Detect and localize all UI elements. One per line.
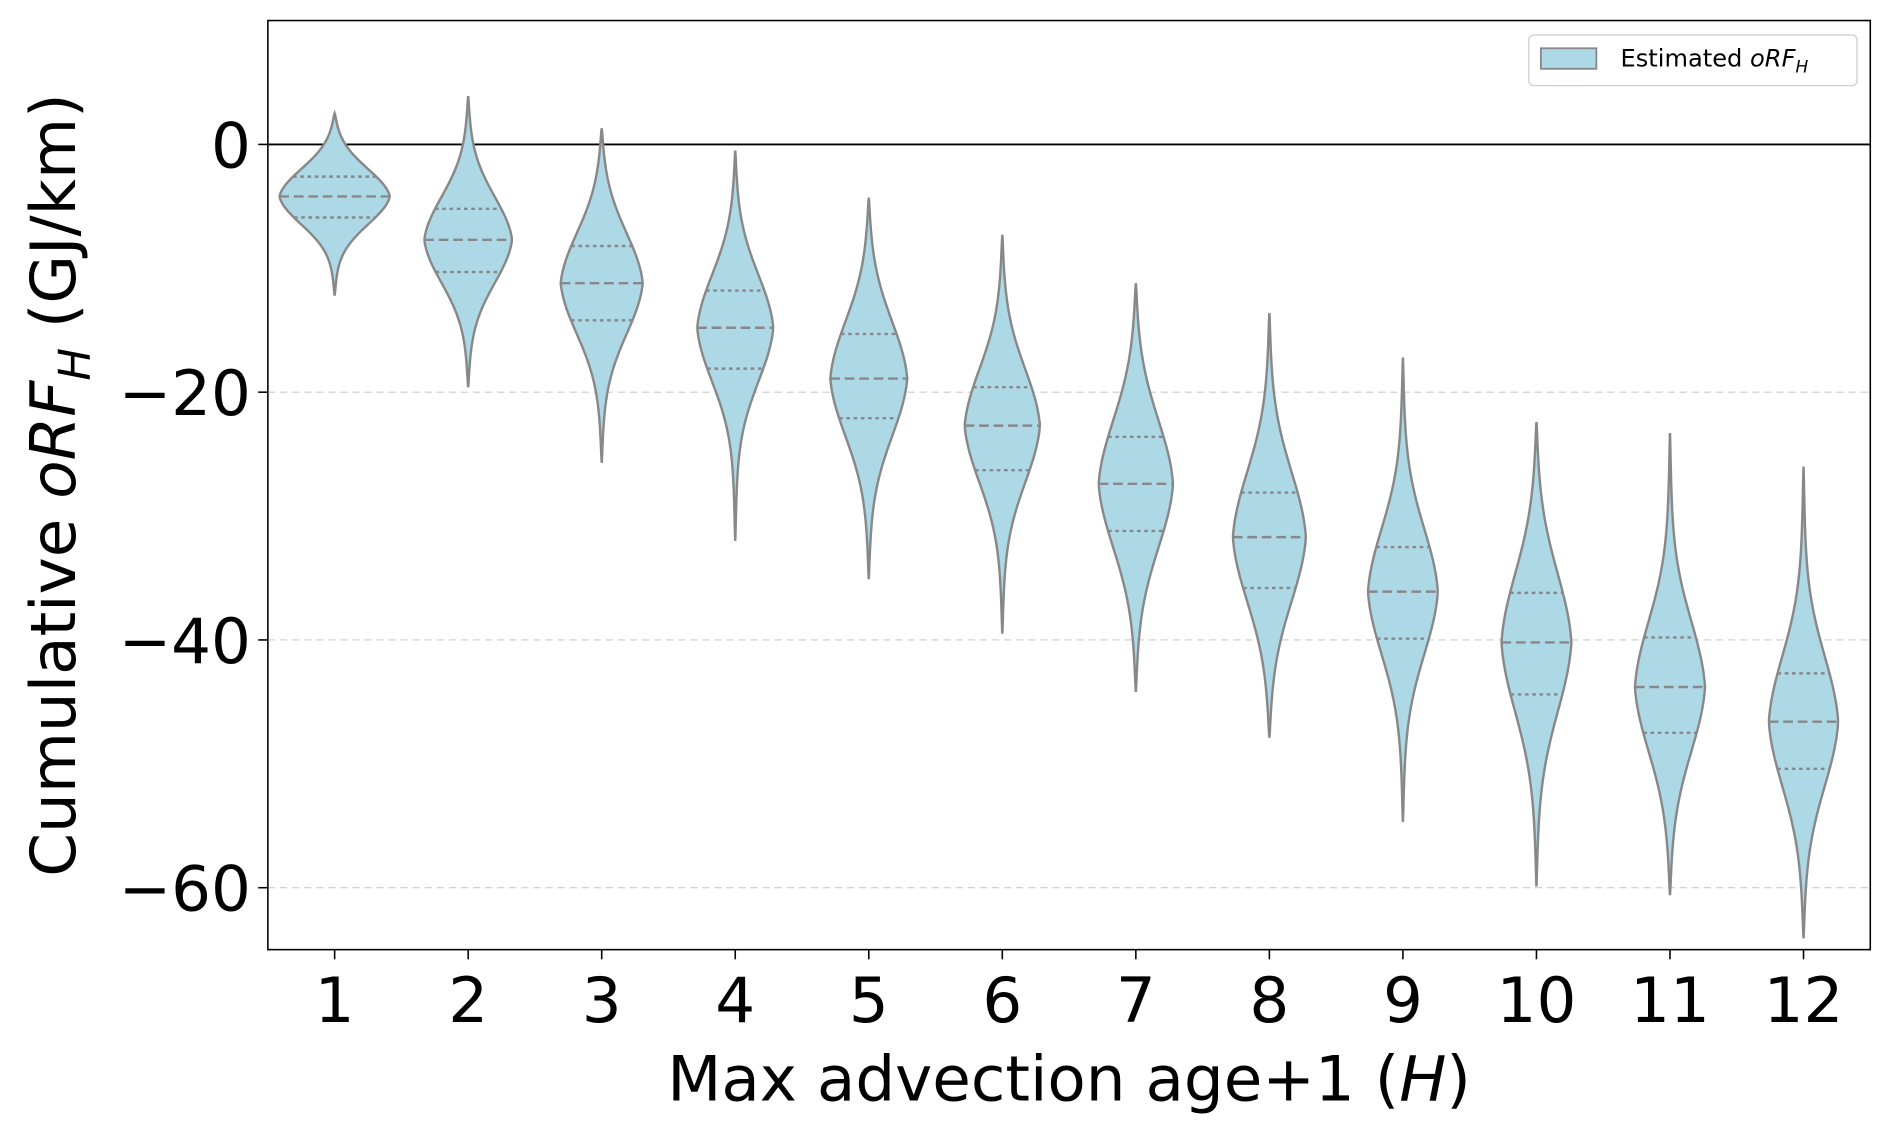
x-tick-label: 12 — [1764, 964, 1844, 1037]
legend: Estimated oRFH — [1528, 34, 1858, 87]
violin-body — [1097, 283, 1175, 693]
x-tick-label: 10 — [1497, 964, 1577, 1037]
x-tick-label: 6 — [982, 964, 1022, 1037]
violin-body — [423, 95, 514, 388]
y-tick-label: −40 — [119, 605, 251, 678]
x-tick-label: 8 — [1249, 964, 1289, 1037]
x-tick-label: 9 — [1383, 964, 1423, 1037]
violin-body — [1633, 433, 1707, 896]
violin-body — [963, 234, 1042, 634]
legend-swatch — [1539, 47, 1598, 70]
x-tick-label: 1 — [315, 964, 355, 1037]
legend-label: Estimated oRFH — [1621, 44, 1809, 76]
violin-body — [1767, 466, 1840, 939]
x-tick-label: 3 — [582, 964, 622, 1037]
violin-body — [696, 150, 775, 541]
x-tick-label: 11 — [1630, 964, 1710, 1037]
axes-frame — [267, 19, 1872, 951]
x-tick-label: 7 — [1116, 964, 1156, 1037]
y-tick-label: −20 — [119, 357, 251, 430]
plot-area — [267, 95, 1871, 939]
violin-body — [1500, 421, 1573, 887]
y-axis-label: Cumulative oRFH (GJ/km) — [17, 93, 100, 876]
x-tick-label: 2 — [448, 964, 488, 1037]
violin-body — [1366, 357, 1439, 823]
violin-body — [1231, 312, 1308, 738]
x-tick-label: 5 — [849, 964, 889, 1037]
violin-body — [559, 128, 644, 463]
violin-body — [829, 197, 909, 580]
violin-body — [278, 109, 391, 296]
x-tick-label: 4 — [715, 964, 755, 1037]
y-tick-label: 0 — [211, 109, 251, 182]
x-axis-label: Max advection age+1 (H) — [667, 1042, 1471, 1115]
y-tick-label: −60 — [119, 853, 251, 926]
legend-frame — [1528, 34, 1858, 87]
